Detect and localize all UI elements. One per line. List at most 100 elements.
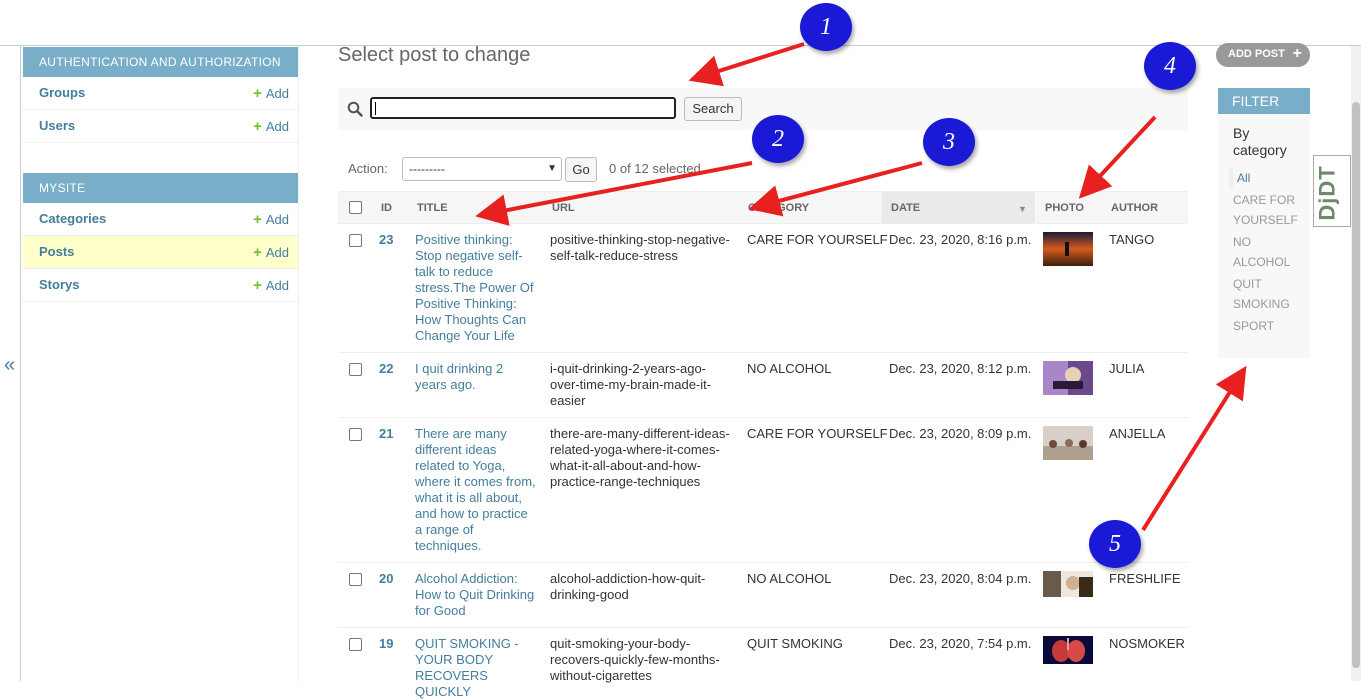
column-header-date[interactable]: DATE — [891, 202, 921, 214]
row-url: quit-smoking-your-body-recovers-quickly-… — [550, 636, 720, 683]
annotation-marker-5: 5 — [1089, 520, 1141, 568]
plus-icon: + — [253, 277, 262, 294]
row-id-link[interactable]: 23 — [379, 232, 394, 247]
row-id-link[interactable]: 22 — [379, 361, 394, 376]
row-checkbox[interactable] — [349, 363, 362, 376]
arrow-2 — [475, 161, 753, 226]
column-header-photo[interactable]: PHOTO — [1045, 202, 1084, 214]
filter-option-sport[interactable]: SPORT — [1233, 319, 1275, 333]
row-id-link[interactable]: 20 — [379, 571, 394, 586]
filter-title: FILTER — [1218, 88, 1310, 114]
filter-option-quit-smoking[interactable]: QUIT SMOKING — [1233, 277, 1290, 311]
sidebar-item-categories[interactable]: Categories + Add — [23, 203, 298, 236]
row-url: alcohol-addiction-how-quit-drinking-good — [550, 571, 706, 602]
sidebar-item-label[interactable]: Categories — [39, 211, 107, 226]
row-id-link[interactable]: 19 — [379, 636, 394, 651]
filter-heading: By category — [1233, 125, 1287, 158]
table-row: 22 I quit drinking 2 years ago. i-quit-d… — [338, 353, 1188, 418]
row-author: JULIA — [1109, 361, 1145, 376]
row-category: NO ALCOHOL — [747, 571, 832, 586]
row-checkbox[interactable] — [349, 638, 362, 651]
sidebar-item-storys[interactable]: Storys + Add — [23, 269, 298, 302]
actions-bar: Action: --------- ▼ Go 0 of 12 selected — [338, 155, 1188, 183]
row-author: FRESHLIFE — [1109, 571, 1181, 586]
row-category: CARE FOR YOURSELF — [747, 232, 888, 247]
filter-option-no-alcohol[interactable]: NO ALCOHOL — [1233, 235, 1291, 269]
row-checkbox[interactable] — [349, 234, 362, 247]
row-photo-thumbnail — [1043, 232, 1093, 266]
table-row: 21 There are many different ideas relate… — [338, 418, 1188, 563]
row-url: there-are-many-different-ideas-related-y… — [550, 426, 730, 489]
row-title-link[interactable]: I quit drinking 2 years ago. — [415, 361, 504, 392]
annotation-marker-1: 1 — [800, 3, 852, 51]
row-title-link[interactable]: Alcohol Addiction: How to Quit Drinking … — [415, 571, 535, 618]
select-all-checkbox[interactable] — [349, 201, 362, 214]
row-photo-thumbnail — [1043, 426, 1093, 460]
row-category: CARE FOR YOURSELF — [747, 426, 888, 441]
sidebar-item-users[interactable]: Users + Add — [23, 110, 298, 143]
row-date: Dec. 23, 2020, 8:16 p.m. — [889, 232, 1032, 247]
add-storys-link[interactable]: + Add — [253, 277, 289, 294]
plus-icon: + — [253, 118, 262, 135]
text-cursor — [375, 102, 376, 115]
row-url: i-quit-drinking-2-years-ago-over-time-my… — [550, 361, 712, 408]
row-category: NO ALCOHOL — [747, 361, 832, 376]
row-date: Dec. 23, 2020, 7:54 p.m. — [889, 636, 1032, 651]
add-post-button[interactable]: ADD POST + — [1216, 43, 1310, 67]
row-photo-thumbnail — [1043, 571, 1093, 597]
action-label: Action: — [348, 161, 388, 176]
nav-collapse-bar[interactable] — [0, 46, 21, 681]
arrow-3 — [748, 161, 923, 217]
add-users-link[interactable]: + Add — [253, 118, 289, 135]
annotation-marker-2: 2 — [752, 115, 804, 163]
row-date: Dec. 23, 2020, 8:04 p.m. — [889, 571, 1032, 586]
sidebar-item-label[interactable]: Posts — [39, 244, 75, 259]
row-author: NOSMOKER — [1109, 636, 1185, 651]
sidebar-item-label[interactable]: Storys — [39, 277, 80, 292]
search-input[interactable] — [370, 97, 676, 119]
sort-desc-icon[interactable]: ▼ — [1018, 204, 1027, 214]
sidebar-item-label[interactable]: Users — [39, 118, 76, 133]
module-caption-mysite[interactable]: MYSITE — [23, 173, 298, 203]
filter-panel: FILTER By category All CARE FOR YOURSELF… — [1218, 88, 1310, 358]
filter-option-care-for-yourself[interactable]: CARE FOR YOURSELF — [1233, 193, 1298, 227]
filter-option-all[interactable]: All — [1229, 168, 1312, 188]
go-button[interactable]: Go — [565, 157, 597, 182]
column-header-id[interactable]: ID — [381, 202, 392, 214]
module-caption-auth[interactable]: AUTHENTICATION AND AUTHORIZATION — [23, 47, 298, 77]
arrow-5 — [1141, 365, 1247, 532]
row-date: Dec. 23, 2020, 8:09 p.m. — [889, 426, 1032, 441]
search-button[interactable]: Search — [684, 97, 742, 121]
add-categories-link[interactable]: + Add — [253, 211, 289, 228]
row-checkbox[interactable] — [349, 428, 362, 441]
scrollbar-thumb[interactable] — [1352, 102, 1360, 668]
row-author: TANGO — [1109, 232, 1155, 247]
action-select[interactable]: --------- ▼ — [402, 157, 562, 181]
collapse-sidebar-toggle[interactable]: « — [4, 354, 16, 376]
annotation-marker-3: 3 — [923, 118, 975, 166]
row-checkbox[interactable] — [349, 573, 362, 586]
debug-toolbar-handle[interactable]: DjDT — [1313, 155, 1351, 227]
row-id-link[interactable]: 21 — [379, 426, 394, 441]
search-icon — [347, 101, 363, 117]
arrow-4 — [1078, 115, 1157, 199]
plus-icon: + — [1292, 45, 1302, 62]
top-divider — [0, 45, 1361, 46]
sidebar-item-posts[interactable]: Posts + Add — [23, 236, 298, 269]
sidebar-item-label[interactable]: Groups — [39, 85, 86, 100]
row-category: QUIT SMOKING — [747, 636, 843, 651]
row-photo-thumbnail — [1043, 361, 1093, 395]
row-title-link[interactable]: There are many different ideas related t… — [415, 426, 536, 553]
chevron-down-icon: ▼ — [547, 163, 557, 174]
row-title-link[interactable]: Positive thinking: Stop negative self-ta… — [415, 232, 534, 343]
row-photo-thumbnail — [1043, 636, 1093, 664]
add-groups-link[interactable]: + Add — [253, 85, 289, 102]
sidebar-item-groups[interactable]: Groups + Add — [23, 77, 298, 110]
add-posts-link[interactable]: + Add — [253, 244, 289, 261]
plus-icon: + — [253, 244, 262, 261]
table-row: 20 Alcohol Addiction: How to Quit Drinki… — [338, 563, 1188, 628]
vertical-scrollbar[interactable] — [1351, 46, 1361, 681]
column-header-title[interactable]: TITLE — [417, 202, 448, 214]
column-header-url[interactable]: URL — [552, 202, 575, 214]
column-header-author[interactable]: AUTHOR — [1111, 202, 1159, 214]
